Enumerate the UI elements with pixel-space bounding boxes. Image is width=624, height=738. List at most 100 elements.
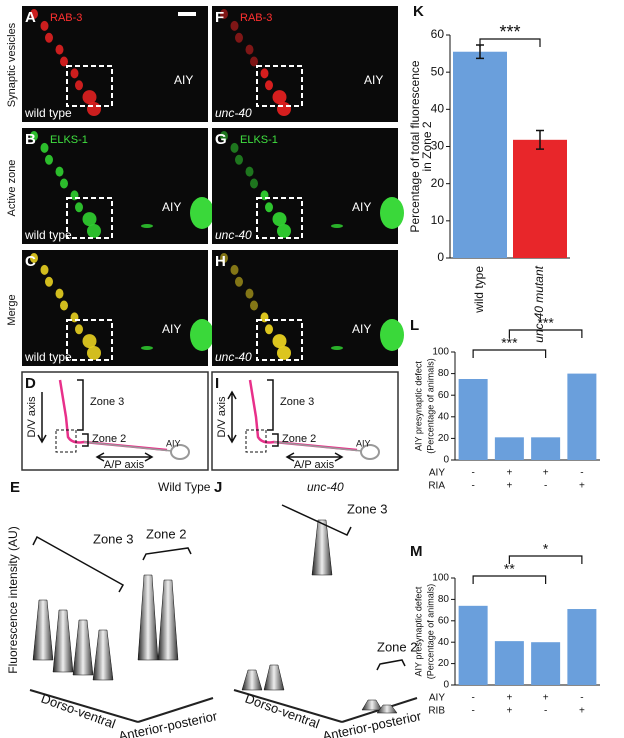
y-tick-label: 0 [443,680,449,691]
bar [531,642,561,685]
axis-label: A/P axis [104,459,145,471]
puncta [230,264,239,275]
cell-label: AIY [364,73,383,87]
bracket [267,379,274,431]
panel-letter: F [215,9,224,26]
cell-body [190,197,214,229]
dv-arrow [37,392,47,444]
puncta [230,142,239,153]
strain-label: unc-40 [215,106,252,120]
zone-box [256,65,303,107]
bracket [272,433,279,447]
y-axis-label: Percentage of total fluorescence [408,60,422,232]
puncta [60,178,68,189]
row-label: Merge [6,294,18,325]
puncta [250,178,258,189]
neurite [83,441,173,452]
profile-title: unc-40 [307,480,344,494]
puncta [245,288,254,299]
panel-letter: L [410,317,419,334]
x-tick-label: unc-40 mutant [532,265,546,342]
puncta [82,212,97,227]
significance-bracket [508,329,583,338]
puncta [245,166,254,177]
genotype-value: - [471,468,474,479]
zone-label: Zone 3 [90,396,124,408]
puncta [82,334,97,349]
cell-body [380,197,404,229]
genotype-value: + [579,706,585,717]
genotype-value: + [543,468,549,479]
genotype-name: AIY [429,693,445,704]
y-tick-label: 20 [431,176,445,190]
cell-body [170,444,190,460]
zone-label: Zone 2 [92,433,126,445]
puncta [265,80,273,91]
panel-letter: B [25,131,36,148]
intensity-peak [263,664,285,691]
genotype-value: - [580,693,583,704]
cell-label: AIY [162,200,181,214]
cell-label: AIY [352,200,371,214]
puncta [277,102,291,116]
micrograph [22,6,208,122]
genotype-value: - [544,706,547,717]
puncta [235,154,243,165]
puncta [30,253,38,263]
panel-letter: C [25,253,36,270]
zone-box [66,65,113,107]
profile-y-label: Fluorescence intensity (AU) [6,526,20,673]
panel-letter: H [215,253,226,270]
puncta [277,224,291,238]
puncta [260,68,269,79]
intensity-peak [52,609,74,673]
bar [567,609,597,685]
intensity-peak [137,574,159,661]
neurite [273,441,363,452]
bracket [281,504,352,536]
y-axis-label: (Percentage of animals) [425,358,435,454]
significance-label: *** [501,335,518,351]
genotype-value: + [543,693,549,704]
y-tick-label: 10 [431,213,445,227]
puncta [245,44,254,55]
micrograph [22,128,208,244]
strain-label: wild type [24,350,72,364]
genotype-value: + [506,706,512,717]
significance-label: *** [499,22,520,42]
zone-label: Zone 2 [146,526,186,541]
puncta [45,276,53,287]
y-tick-label: 0 [443,455,449,466]
puncta [30,9,38,19]
micrograph [22,250,208,366]
y-tick-label: 60 [438,615,450,626]
zone-box [245,429,267,453]
axis-label: Dorso-ventral [243,691,322,732]
genotype-value: + [506,481,512,492]
puncta [75,80,83,91]
panel-letter: A [25,9,36,26]
zone-label: Zone 3 [347,501,387,516]
diagram-frame [21,371,209,471]
neurite [331,224,343,228]
cell-body [190,319,214,351]
marker-label: ELKS-1 [50,134,88,146]
y-tick-label: 20 [438,433,450,444]
puncta [75,202,83,213]
axis-label: A/P axis [294,459,335,471]
zone-box [256,197,303,239]
intensity-peak [241,669,263,691]
x-tick-label: wild type [472,266,486,314]
bar [494,437,524,460]
y-tick-label: 50 [431,64,445,78]
ap-arrow [285,452,344,462]
puncta [70,68,79,79]
y-tick-label: 100 [432,347,449,358]
puncta [230,20,239,31]
genotype-value: + [506,693,512,704]
genotype-value: + [506,468,512,479]
panel-letter: G [215,131,227,148]
ap-arrow [95,452,154,462]
neurite [141,224,153,228]
y-tick-label: 20 [438,658,450,669]
